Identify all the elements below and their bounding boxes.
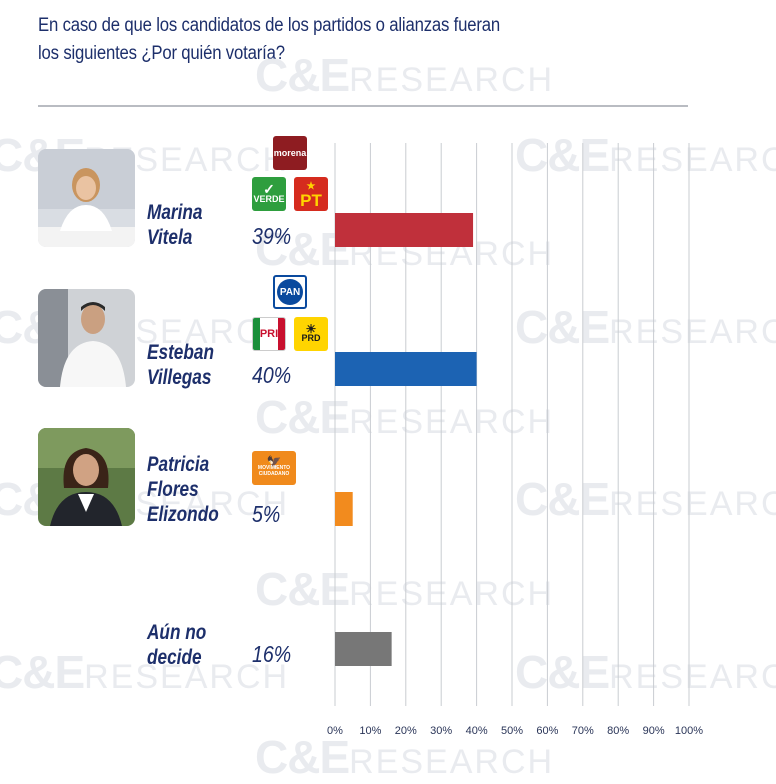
x-tick-label: 40% (466, 725, 488, 737)
title-divider (38, 105, 688, 107)
x-tick-label: 30% (430, 725, 452, 737)
x-tick-label: 70% (572, 725, 594, 737)
pri-logo: PRI (252, 317, 286, 351)
verde-logo: ✓ VERDE (252, 177, 286, 211)
bar-marina-vitela (335, 213, 474, 247)
prd-logo: ☀ PRD (294, 317, 328, 351)
candidate-name-marina-vitela: Marina Vitela (147, 201, 203, 249)
data-label-marina-vitela: 39% (252, 223, 292, 249)
movimiento-ciudadano-logo: 🦅 MOVIMIENTO CIUDADANO (252, 451, 296, 485)
pan-logo: PAN (273, 275, 307, 309)
x-tick-label: 20% (395, 725, 417, 737)
chart-title-line1: En caso de que los candidatos de los par… (38, 15, 501, 36)
pt-logo: ★ PT (294, 177, 328, 211)
data-label-patricia-flores: 5% (252, 501, 281, 527)
candidate-photo-patricia-flores (38, 428, 135, 526)
x-tick-label: 10% (359, 725, 381, 737)
x-tick-label: 0% (327, 725, 343, 737)
candidate-name-patricia-flores: Patricia Flores Elizondo (147, 453, 219, 526)
x-tick-label: 90% (643, 725, 665, 737)
candidate-photo-marina-vitela (38, 149, 135, 247)
data-label-aun-no-decide: 16% (252, 641, 292, 667)
x-axis-ticks: 0% 10% 20% 30% 40% 50% 60% 70% 80% 90% 100% (327, 725, 703, 737)
chart-title-line2: los siguientes ¿Por quién votaría? (38, 43, 285, 64)
x-tick-label: 100% (675, 725, 703, 737)
chart-bars (335, 213, 477, 666)
candidate-name-esteban-villegas: Esteban Villegas (147, 341, 214, 389)
data-label-esteban-villegas: 40% (252, 362, 292, 388)
chart-title: En caso de que los candidatos de los par… (38, 12, 601, 68)
bar-chart: 0% 10% 20% 30% 40% 50% 60% 70% 80% 90% 100% (327, 143, 703, 737)
bar-patricia-flores-elizondo (335, 492, 353, 526)
morena-logo: morena (273, 136, 307, 170)
x-tick-label: 60% (536, 725, 558, 737)
bar-esteban-villegas (335, 352, 477, 386)
candidate-name-aun-no-decide: Aún no decide (147, 621, 207, 669)
bar-aún-no-decide (335, 632, 392, 666)
candidate-photo-esteban-villegas (38, 289, 135, 387)
x-tick-label: 80% (607, 725, 629, 737)
x-tick-label: 50% (501, 725, 523, 737)
